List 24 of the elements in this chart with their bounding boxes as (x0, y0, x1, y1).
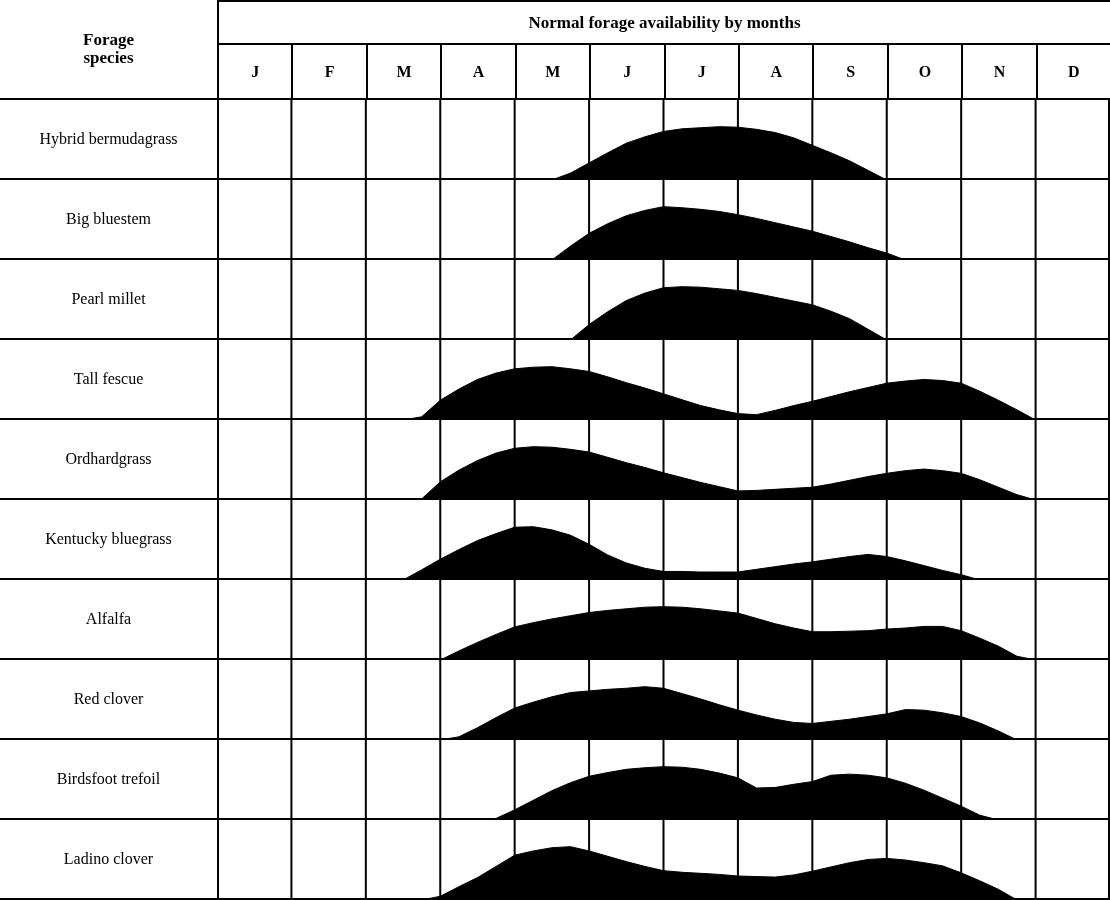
text: Normal forage availability by months (217, 0, 1110, 45)
y-axis-title: Pearl millet (0, 260, 217, 340)
category-label: J (663, 45, 738, 98)
y-axis-title: Kentucky bluegrass (0, 500, 217, 580)
category-label: M (514, 45, 590, 98)
y-axis-title: Red clover (0, 660, 217, 740)
category-label: O (886, 45, 962, 98)
y-axis-title: Alfalfa (0, 580, 217, 660)
category-label: S (812, 45, 887, 98)
category-label: N (961, 45, 1036, 98)
y-axis-title: Ladino clover (0, 820, 217, 900)
y-axis-title: Hybrid bermudagrass (0, 100, 217, 180)
y-axis-title: Ordhardgrass (0, 420, 217, 500)
y-axis-title: Birdsfoot trefoil (0, 740, 217, 820)
category-label: A (440, 45, 515, 98)
y-axis-title: Big bluestem (0, 180, 217, 260)
category-label: J (217, 45, 292, 98)
category-label: J (589, 45, 664, 98)
y-axis-title: Tall fescue (0, 340, 217, 420)
text: Forage species (0, 0, 217, 100)
category-label: F (291, 45, 366, 98)
category-label: A (737, 45, 813, 98)
category-label: M (365, 45, 441, 98)
category-label: D (1035, 45, 1110, 98)
